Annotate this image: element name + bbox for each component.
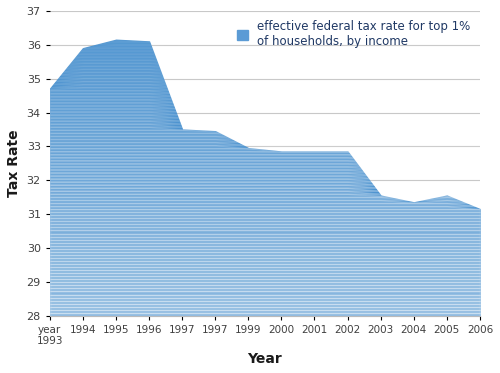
Y-axis label: Tax Rate: Tax Rate	[7, 129, 21, 197]
Legend: effective federal tax rate for top 1%
of households, by income: effective federal tax rate for top 1% of…	[234, 17, 474, 52]
X-axis label: Year: Year	[248, 352, 282, 366]
